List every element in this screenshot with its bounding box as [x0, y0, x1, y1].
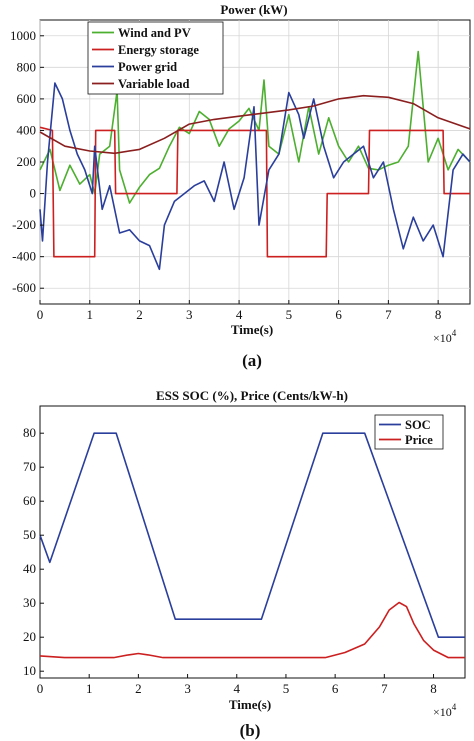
soc-price-chart-ytick-label-3: 40 — [23, 561, 36, 576]
power-chart-xtick-label-0: 0 — [37, 307, 44, 322]
soc-price-chart: ESS SOC (%), Price (Cents/kW-h) 0 1 2 3 4 5 6 7… — [23, 388, 466, 740]
power-chart-ytick-label-0: -600 — [12, 280, 36, 295]
power-chart-ytick-label-7: 800 — [17, 59, 37, 74]
power-chart-ytick-label-4: 200 — [17, 154, 37, 169]
power-chart-ytick-label-1: -400 — [12, 249, 36, 264]
power-chart-ytick-label-3: 0 — [30, 186, 37, 201]
soc-price-chart-legend-box — [374, 414, 444, 450]
soc-price-chart-x-multiplier-exp: 4 — [452, 702, 457, 712]
power-chart-xtick-label-5: 5 — [286, 307, 293, 322]
power-chart-series — [39, 50, 471, 271]
soc-price-chart-x-multiplier-base: ×10 — [433, 705, 452, 719]
soc-price-chart-legend-label-0: SOC — [405, 418, 431, 432]
soc-price-chart-xtick-label-5: 5 — [283, 681, 290, 696]
soc-price-chart-legend-label-1: Price — [405, 433, 433, 447]
power-chart-ytick-label-5: 400 — [17, 122, 37, 137]
soc-price-chart-xtick-label-4: 4 — [234, 681, 241, 696]
power-chart-x-multiplier-exp: 4 — [452, 328, 457, 338]
power-chart-legend: Wind and PV Energy storage Power grid Varia… — [87, 21, 224, 95]
power-chart-xtick-label-6: 6 — [335, 307, 342, 322]
power-chart-series-wind-and-pv — [39, 50, 471, 204]
power-chart-ytick-label-6: 600 — [17, 91, 37, 106]
power-chart-title: Power (kW) — [220, 2, 287, 17]
soc-price-chart-plot-area — [39, 405, 466, 679]
power-chart-x-multiplier: ×104 — [433, 328, 457, 345]
soc-price-chart-caption: (b) — [240, 721, 261, 740]
soc-price-chart-ytick-label-5: 60 — [23, 493, 36, 508]
soc-price-chart-xlabel: Time(s) — [229, 697, 271, 712]
power-chart-xtick-label-1: 1 — [87, 307, 94, 322]
power-chart: Power (kW) 0 1 2 3 4 5 6 7 8 -600 -400 -200 0 200 400 6… — [10, 2, 471, 370]
soc-price-chart-xtick-label-1: 1 — [86, 681, 93, 696]
power-chart-xlabel: Time(s) — [231, 322, 273, 337]
power-chart-legend-label-0: Wind and PV — [118, 26, 191, 40]
power-chart-xtick-label-4: 4 — [236, 307, 243, 322]
power-chart-ytick-label-2: -200 — [12, 217, 36, 232]
power-chart-legend-label-1: Energy storage — [118, 43, 199, 57]
soc-price-chart-xtick-label-2: 2 — [135, 681, 142, 696]
power-chart-legend-box — [87, 21, 224, 95]
power-chart-legend-label-2: Power grid — [118, 60, 177, 74]
soc-price-chart-ytick-label-4: 50 — [23, 527, 36, 542]
soc-price-chart-series — [39, 432, 465, 659]
power-chart-ytick-label-8: 1000 — [10, 28, 36, 43]
power-chart-ticks: 0 1 2 3 4 5 6 7 8 -600 -400 -200 0 200 400 600 800 1000 — [10, 28, 441, 322]
soc-price-chart-xtick-label-3: 3 — [184, 681, 191, 696]
soc-price-chart-xtick-label-7: 7 — [381, 681, 388, 696]
power-chart-series-energy-storage — [39, 126, 470, 258]
power-chart-series-variable-load — [39, 94, 471, 155]
soc-price-chart-xtick-label-0: 0 — [37, 681, 44, 696]
power-chart-legend-label-3: Variable load — [118, 77, 189, 91]
soc-price-chart-ytick-label-2: 30 — [23, 595, 36, 610]
power-chart-x-multiplier-base: ×10 — [433, 331, 452, 345]
power-chart-xtick-label-3: 3 — [186, 307, 193, 322]
soc-price-chart-x-multiplier: ×104 — [433, 702, 457, 719]
soc-price-chart-xtick-label-6: 6 — [332, 681, 339, 696]
soc-price-chart-ytick-label-0: 10 — [23, 663, 36, 678]
soc-price-chart-title: ESS SOC (%), Price (Cents/kW-h) — [156, 388, 348, 403]
soc-price-chart-series-soc — [39, 432, 465, 639]
power-chart-xtick-label-2: 2 — [136, 307, 143, 322]
soc-price-chart-ytick-label-6: 70 — [23, 459, 36, 474]
soc-price-chart-series-price — [39, 601, 465, 659]
soc-price-chart-xtick-label-8: 8 — [430, 681, 437, 696]
soc-price-chart-ticks: 0 1 2 3 4 5 6 7 8 10 20 30 40 50 60 70 80 — [23, 425, 437, 696]
soc-price-chart-ytick-label-1: 20 — [23, 629, 36, 644]
power-chart-xtick-label-7: 7 — [385, 307, 392, 322]
soc-price-chart-ytick-label-7: 80 — [23, 425, 36, 440]
power-chart-series-power-grid — [39, 82, 471, 271]
power-chart-caption: (a) — [242, 351, 262, 370]
power-chart-xtick-label-8: 8 — [435, 307, 442, 322]
